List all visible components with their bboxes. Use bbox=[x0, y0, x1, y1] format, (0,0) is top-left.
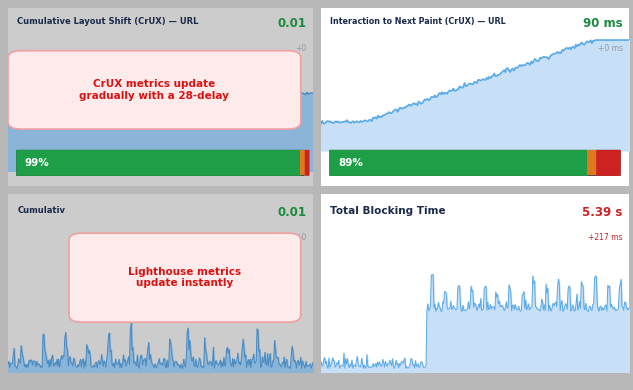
Text: Interaction to Next Paint (CrUX) — URL: Interaction to Next Paint (CrUX) — URL bbox=[330, 17, 506, 26]
FancyBboxPatch shape bbox=[329, 150, 588, 176]
Text: +0: +0 bbox=[296, 44, 307, 53]
Text: 89%: 89% bbox=[338, 158, 363, 168]
Text: 0.01: 0.01 bbox=[278, 17, 307, 30]
Text: 90 ms: 90 ms bbox=[583, 17, 623, 30]
FancyBboxPatch shape bbox=[304, 150, 310, 176]
FancyBboxPatch shape bbox=[16, 150, 301, 176]
Text: 99%: 99% bbox=[25, 158, 49, 168]
FancyBboxPatch shape bbox=[69, 233, 301, 322]
FancyBboxPatch shape bbox=[587, 151, 597, 176]
Text: Cumulative Layout Shift (CrUX) — URL: Cumulative Layout Shift (CrUX) — URL bbox=[17, 17, 199, 26]
FancyBboxPatch shape bbox=[16, 150, 304, 176]
Text: 5.39 s: 5.39 s bbox=[582, 206, 623, 220]
Text: Lighthouse metrics
update instantly: Lighthouse metrics update instantly bbox=[128, 267, 241, 289]
Text: Cumulativ: Cumulativ bbox=[17, 206, 65, 215]
FancyBboxPatch shape bbox=[329, 150, 621, 176]
FancyBboxPatch shape bbox=[300, 151, 310, 176]
FancyBboxPatch shape bbox=[8, 51, 301, 129]
Text: CrUX metrics update
gradually with a 28-delay: CrUX metrics update gradually with a 28-… bbox=[80, 79, 229, 101]
Text: +217 ms: +217 ms bbox=[588, 233, 623, 242]
Text: 0.01: 0.01 bbox=[278, 206, 307, 220]
FancyBboxPatch shape bbox=[596, 150, 621, 176]
FancyBboxPatch shape bbox=[8, 94, 313, 172]
Text: +0 ms: +0 ms bbox=[598, 44, 623, 53]
Text: Total Blocking Time: Total Blocking Time bbox=[330, 206, 446, 216]
Text: +0: +0 bbox=[296, 233, 307, 242]
